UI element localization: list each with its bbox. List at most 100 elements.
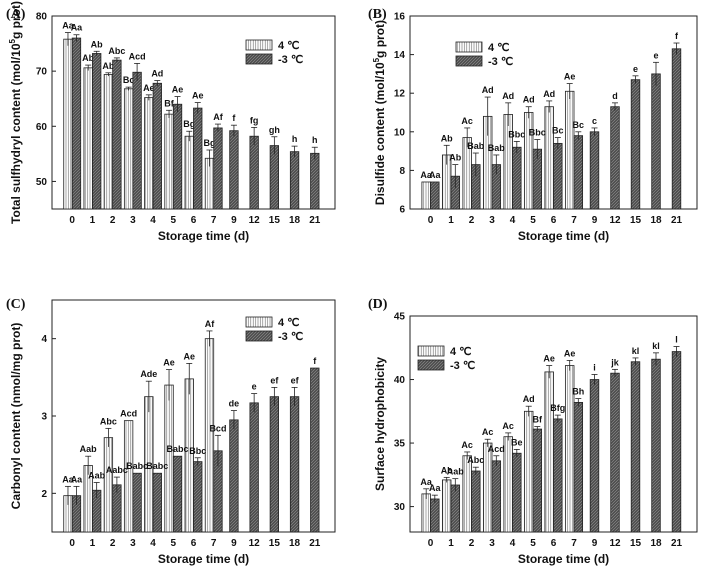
bar-m3c bbox=[213, 127, 223, 210]
bar-4c bbox=[63, 38, 73, 210]
data-label: Bab bbox=[467, 141, 485, 151]
y-tick-label: 12 bbox=[394, 89, 406, 100]
bar-4c bbox=[103, 74, 114, 210]
data-label: Bg bbox=[183, 119, 195, 129]
y-tick-label: 35 bbox=[394, 439, 406, 450]
bar-4c bbox=[144, 97, 154, 210]
data-label: Bh bbox=[572, 387, 584, 397]
bar-4c bbox=[544, 371, 554, 533]
data-label: Ad bbox=[502, 91, 514, 101]
y-axis-title: Total sulfhydryl content (mol/105g prot) bbox=[8, 1, 23, 224]
legend-swatch bbox=[245, 330, 273, 342]
legend-swatch bbox=[417, 345, 445, 357]
bar-4c bbox=[204, 338, 215, 533]
data-label: Af bbox=[205, 319, 215, 329]
data-label: h bbox=[312, 135, 318, 145]
data-label: Babc bbox=[167, 444, 189, 454]
data-label: i bbox=[593, 362, 596, 372]
bar-m3c bbox=[671, 48, 682, 210]
x-tick-label: 0 bbox=[428, 215, 434, 226]
y-tick-label: 4 bbox=[41, 334, 47, 345]
data-label: Abc bbox=[467, 455, 484, 465]
data-label: f bbox=[313, 356, 317, 366]
x-tick-label: 9 bbox=[592, 215, 598, 226]
y-tick-label: 10 bbox=[394, 127, 406, 138]
x-tick-label: 21 bbox=[671, 538, 683, 549]
data-label: Aa bbox=[429, 170, 441, 180]
data-label: Ae bbox=[192, 91, 204, 101]
data-label: Ab bbox=[82, 53, 94, 63]
bar-m3c bbox=[512, 452, 522, 533]
data-label: Aa bbox=[420, 477, 432, 487]
bar-4c bbox=[564, 90, 575, 210]
bar-m3c bbox=[553, 142, 563, 210]
data-label: Ac bbox=[502, 421, 514, 431]
x-tick-label: 3 bbox=[489, 215, 495, 226]
x-tick-label: 7 bbox=[211, 215, 217, 226]
bar-4c bbox=[123, 88, 134, 210]
panel-letter: (A) bbox=[6, 7, 26, 22]
bar-m3c bbox=[289, 151, 300, 210]
x-tick-label: 5 bbox=[530, 215, 536, 226]
x-tick-label: 1 bbox=[448, 215, 454, 226]
data-label: Ae bbox=[564, 348, 576, 358]
y-tick-label: 14 bbox=[394, 50, 406, 61]
data-label: Ad bbox=[482, 85, 494, 95]
y-tick-label: 40 bbox=[394, 375, 406, 386]
bar-m3c bbox=[269, 396, 280, 533]
data-label: Ac bbox=[482, 427, 494, 437]
data-label: Bbc bbox=[189, 446, 206, 456]
bar-m3c bbox=[630, 361, 641, 533]
data-label: Bc bbox=[552, 126, 564, 136]
data-label: f bbox=[675, 31, 679, 41]
bar-m3c bbox=[589, 379, 600, 533]
data-label: de bbox=[229, 399, 240, 409]
data-label: Bf bbox=[533, 415, 543, 425]
x-axis-title: Storage time (d) bbox=[518, 552, 609, 566]
bar-4c bbox=[184, 135, 194, 210]
x-tick-label: 1 bbox=[448, 538, 454, 549]
data-label: Acd bbox=[488, 444, 505, 454]
bar-m3c bbox=[573, 135, 584, 210]
y-tick-label: 80 bbox=[36, 12, 48, 23]
data-label: Acd bbox=[120, 409, 137, 419]
bar-m3c bbox=[471, 470, 481, 533]
bar-m3c bbox=[310, 367, 320, 533]
x-tick-label: 12 bbox=[249, 215, 261, 226]
x-tick-label: 1 bbox=[90, 538, 96, 549]
x-tick-label: 12 bbox=[249, 538, 261, 549]
data-label: e bbox=[633, 64, 638, 74]
bar-m3c bbox=[172, 455, 183, 533]
data-label: Aa bbox=[71, 474, 83, 484]
bar-4c bbox=[421, 181, 431, 210]
x-tick-label: 9 bbox=[231, 215, 237, 226]
x-tick-label: 18 bbox=[289, 538, 301, 549]
legend-swatch bbox=[245, 53, 273, 65]
data-label: Ae bbox=[564, 72, 576, 82]
y-tick-label: 6 bbox=[399, 205, 405, 216]
data-label: Aab bbox=[447, 467, 465, 477]
x-tick-label: 15 bbox=[269, 215, 281, 226]
y-axis-title: Carbonyl content (nmol/mg prot) bbox=[9, 323, 23, 510]
data-label: Ae bbox=[143, 83, 155, 93]
x-tick-label: 18 bbox=[650, 538, 662, 549]
data-label: Ae bbox=[163, 358, 175, 368]
data-label: Aa bbox=[62, 21, 74, 31]
bar-m3c bbox=[269, 145, 280, 210]
y-tick-label: 60 bbox=[36, 122, 48, 133]
legend-label: -3 ℃ bbox=[488, 56, 513, 68]
data-label: Abc bbox=[100, 416, 117, 426]
data-label: Bg bbox=[203, 138, 215, 148]
data-label: kl bbox=[632, 346, 640, 356]
x-tick-label: 2 bbox=[469, 215, 475, 226]
bar-m3c bbox=[450, 484, 461, 533]
y-tick-label: 70 bbox=[36, 67, 48, 78]
data-label: jk bbox=[610, 357, 620, 367]
data-label: Ab bbox=[449, 153, 461, 163]
x-axis-title: Storage time (d) bbox=[518, 229, 609, 243]
bar-m3c bbox=[132, 472, 142, 533]
x-tick-label: 6 bbox=[191, 538, 197, 549]
x-tick-label: 15 bbox=[630, 215, 642, 226]
